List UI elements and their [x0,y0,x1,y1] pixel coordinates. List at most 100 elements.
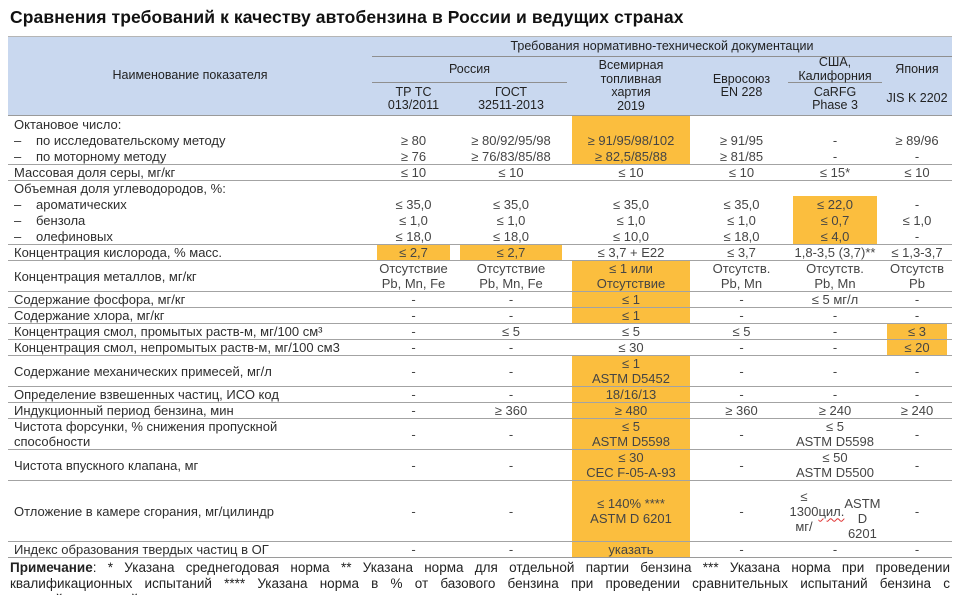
value-cell: ≤ 10,0 [612,228,650,244]
value-cell: ≤ 35,0 [612,196,650,212]
row-label: Октановое число: [8,117,372,132]
value-cell: - [411,324,416,339]
value-cell: - [832,324,838,339]
value-cell: - [411,387,416,402]
row-label: Содержание фосфора, мг/кг [8,292,372,307]
value-cell: ≤ 5 ASTM D5598 [795,419,875,449]
value-cell: ≤ 10 [728,165,755,180]
value-cell [455,116,567,132]
row-label: Концентрация металлов, мг/кг [8,269,372,284]
table-row: Содержание фосфора, мг/кг - - ≤ 1 - ≤ 5 мг/л - [8,291,952,307]
row-label-text: Содержание хлора, мг/кг [14,308,165,323]
row-label-text: Индукционный период бензина, мин [14,403,234,418]
row-label-text: по исследовательскому методу [36,132,226,148]
value-cell: ≤ 1300 мг/цил. ASTM D 6201 [789,488,881,542]
row-label: – по исследовательскому методу [8,133,372,148]
value-cell: ≤ 18,0 [492,228,530,244]
value-cell: - [914,503,920,519]
value-cell: - [411,292,416,307]
row-label: Индекс образования твердых частиц в ОГ [8,542,372,557]
value-cell: - [739,542,744,557]
value-cell: ≤ 5 [622,324,640,339]
row-label-text: Чистота форсунки, % снижения пропускной … [14,419,278,449]
value-cell [567,116,695,132]
value-cell [567,181,695,196]
table-row: Концентрация смол, промытых раств-м, мг/… [8,323,952,339]
table-row: Отложение в камере сгорания, мг/цилиндр -… [8,480,952,541]
value-cell: ≤ 18,0 [395,228,432,244]
value-cell: ≤ 15* [819,165,851,180]
row-label-text: Концентрация металлов, мг/кг [14,268,197,284]
row-label: Концентрация смол, промытых раств-м, мг/… [8,324,372,339]
value-cell: - [411,340,416,355]
value-cell: Отсутствие Pb, Mn, Fe [379,261,448,291]
row-label-text: Содержание механических примесей, мг/л [14,363,272,379]
value-cell: - [832,542,838,557]
table-row: – олефиновых ≤ 18,0 ≤ 18,0 ≤ 10,0 ≤ 18,0 ≤ 4,0… [8,228,952,244]
row-label-text: Концентрация смол, непромытых раств-м, м… [14,340,340,355]
value-cell: - [508,340,514,355]
footnote: Примечание: * Указана среднегодовая норм… [8,557,952,595]
header-sub-jis: JIS K 2202 [886,91,948,106]
value-cell: 1,8-3,5 (3,7)** [794,245,876,260]
value-cell: ≤ 10 [904,165,930,180]
row-label: Массовая доля серы, мг/кг [8,165,372,180]
table-body: Октановое число: – по исследовательскому м… [8,116,952,557]
value-cell: Отсутств. Pb, Mn [806,261,864,291]
table-row: Индекс образования твердых частиц в ОГ - -… [8,541,952,557]
value-cell: ≤ 1,0 [496,212,526,228]
value-cell: Отсутств Pb [889,261,945,291]
value-cell: - [914,196,920,212]
dash-marker: – [14,132,22,148]
table-row: Концентрация кислорода, % масс. ≤ 2,7 ≤ 2,… [8,244,952,260]
value-cell: ≤ 2,7 [455,245,567,260]
value-cell: ≤ 30 [618,340,644,355]
value-cell: ≥ 360 [494,403,528,418]
value-cell [788,116,882,132]
value-cell: ≤ 4,0 [788,228,882,244]
row-label: Чистота впускного клапана, мг [8,458,372,473]
table-row: – бензола ≤ 1,0 ≤ 1,0 ≤ 1,0 ≤ 1,0 ≤ 0,7 ≤ 1,0 [8,212,952,228]
table-row: Концентрация смол, непромытых раств-м, м… [8,339,952,355]
value-cell: ≤ 10 [400,165,427,180]
page-title: Сравнения требований к качеству автобенз… [10,7,684,27]
table-row: – по исследовательскому методу ≥ 80 ≥ 80/92… [8,132,952,148]
value-cell: ≤ 35,0 [492,196,530,212]
value-cell: ≥ 91/95 [719,132,764,148]
value-cell: ≤ 10 [498,165,524,180]
value-cell: - [832,148,838,164]
value-cell [695,181,788,196]
header-doc-requirements: Требования нормативно-технической докуме… [372,37,952,57]
value-cell [788,181,882,196]
row-label-text: Отложение в камере сгорания, мг/цилиндр [14,503,274,519]
value-cell: - [411,403,416,418]
value-cell: - [914,292,920,307]
row-label-text: бензола [36,212,86,228]
value-cell: ≥ 81/85 [719,148,764,164]
table-row: Определение взвешенных частиц, ИСО код - -… [8,386,952,402]
value-cell: ≤ 3,7 + Е22 [597,245,665,260]
value-cell: - [411,542,416,557]
value-cell: - [832,387,838,402]
value-cell: 18/16/13 [567,387,695,402]
row-label-text: ароматических [36,196,127,212]
value-cell: - [914,228,920,244]
value-cell: ≤ 1,0 [399,212,428,228]
row-label-text: Определение взвешенных частиц, ИСО код [14,387,279,402]
row-label-text: по моторному методу [36,148,167,164]
value-cell: - [914,308,920,323]
row-label: Содержание механических примесей, мг/л [8,364,372,379]
value-cell: ≥ 480 [567,403,695,418]
value-cell: Отсутств. Pb, Mn [712,261,771,291]
value-cell: - [739,308,744,323]
value-cell: - [508,503,514,519]
dash-marker: – [14,148,22,164]
value-cell: - [739,363,744,379]
table-row: Индукционный период бензина, мин - ≥ 360 ≥ … [8,402,952,418]
row-label: Концентрация смол, непромытых раств-м, м… [8,340,372,355]
value-cell: ≤ 1,0 [727,212,756,228]
value-cell: ≤ 18,0 [723,228,760,244]
value-cell: - [914,457,920,473]
value-cell: ≤ 35,0 [395,196,432,212]
